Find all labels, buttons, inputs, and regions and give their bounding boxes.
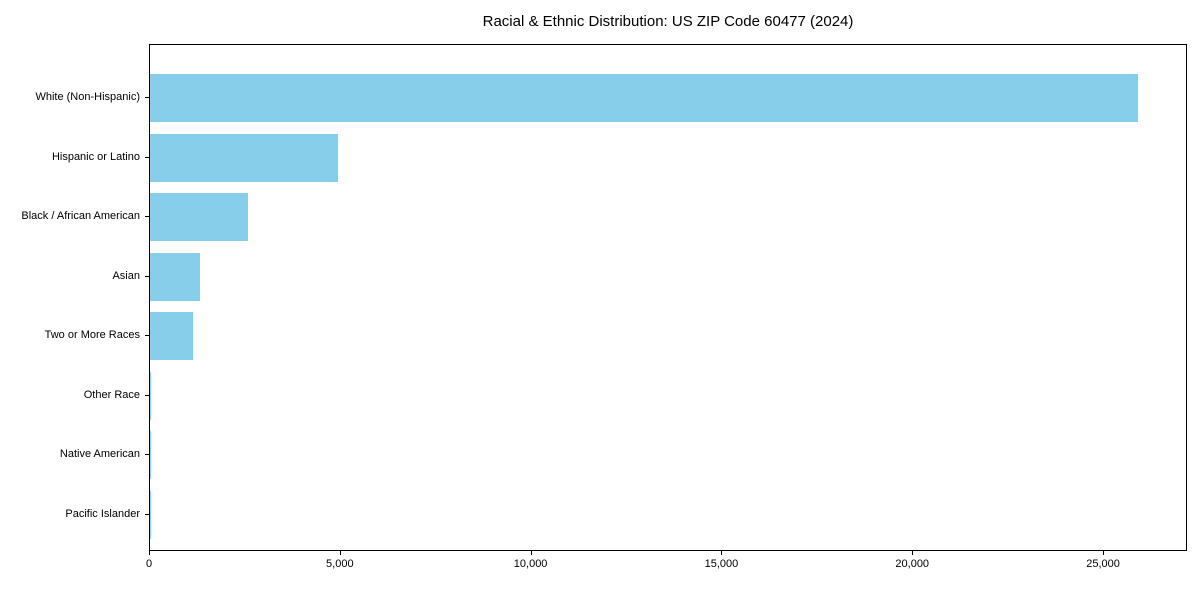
y-tick [145, 216, 149, 218]
y-tick [145, 335, 149, 337]
y-tick-label: Pacific Islander [65, 507, 140, 520]
y-tick [145, 97, 149, 98]
chart-title: Racial & Ethnic Distribution: US ZIP Cod… [482, 13, 854, 30]
x-tick-label: 10,000 [513, 558, 548, 570]
bar-white-non-hispanic [150, 74, 1139, 122]
x-tick [721, 551, 723, 555]
y-tick-label: Two or More Races [44, 329, 140, 342]
bar-black-african-american [150, 193, 249, 242]
y-tick-label: White (Non-Hispanic) [35, 91, 140, 103]
bar-asian [150, 252, 200, 301]
bar-native-american [150, 431, 151, 480]
x-tick [1103, 551, 1105, 555]
y-tick [145, 454, 149, 456]
y-tick [145, 513, 149, 515]
plot-area [149, 44, 1187, 551]
x-tick-label: 25,000 [1086, 558, 1120, 570]
y-tick [145, 156, 149, 158]
bar-two-or-more-races [150, 312, 194, 361]
x-tick-label: 15,000 [704, 558, 739, 570]
x-tick [149, 551, 150, 555]
y-tick-label: Native American [59, 448, 140, 461]
x-tick [912, 551, 914, 555]
x-tick [530, 551, 532, 555]
bar-hispanic-or-latino [150, 133, 339, 182]
y-tick-label: Hispanic or Latino [51, 150, 140, 163]
x-tick-label: 0 [145, 558, 153, 570]
y-tick-label: Black / African American [21, 210, 140, 223]
x-tick-label: 20,000 [895, 558, 930, 570]
x-tick [339, 551, 341, 555]
y-tick-label: Other Race [83, 388, 140, 401]
x-tick-label: 5,000 [326, 558, 354, 570]
y-tick [145, 275, 149, 277]
y-tick-label: Asian [112, 269, 140, 282]
bar-other-race [150, 371, 152, 420]
y-tick [145, 394, 149, 396]
